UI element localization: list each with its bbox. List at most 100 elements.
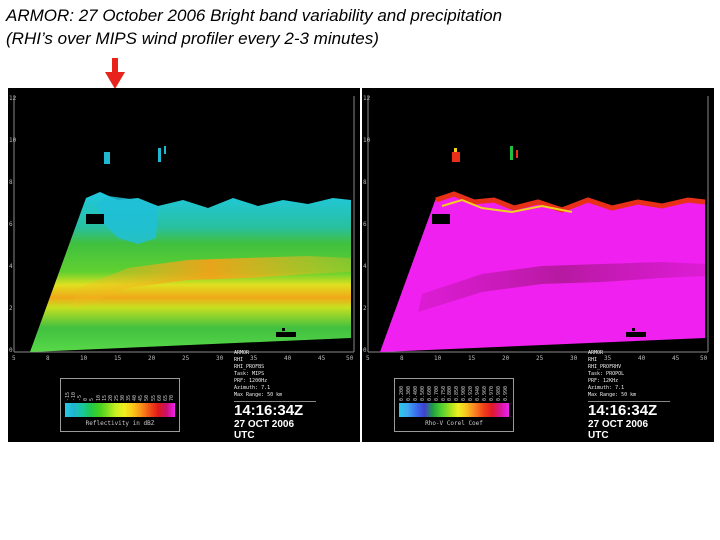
y-tick-label: 2	[363, 305, 367, 312]
y-axis-ticks: 12 10 8 6 4 2 0	[363, 95, 371, 354]
x-tick-label: 30	[570, 355, 578, 362]
x-tick-label: 5	[12, 355, 16, 362]
colorbar-label: 0.980	[495, 385, 502, 401]
info-range: Max Range: 50 km	[234, 392, 283, 398]
red-arrow-icon	[105, 58, 125, 89]
colorbar-label: 0.960	[482, 385, 489, 401]
colorbar-label: 0.900	[461, 385, 468, 401]
colorbar-label: 60	[156, 394, 163, 401]
correlation-rhi-panel: 12 10 8 6 4 2 0 5 8 10 15 20 25 30 35 40…	[362, 88, 714, 442]
bright-band-layer	[70, 256, 351, 310]
colorbar-label: 0.850	[454, 385, 461, 401]
y-tick-label: 10	[363, 137, 371, 144]
x-tick-label: 35	[604, 355, 612, 362]
y-tick-label: 0	[9, 347, 13, 354]
info-scan: RHI	[588, 357, 598, 363]
scan-time: 14:16:34Z	[234, 401, 316, 419]
y-tick-label: 4	[363, 263, 367, 270]
info-task: Task: PROPOL	[588, 371, 625, 377]
info-prf: PRF: 1200Hz	[234, 378, 268, 384]
y-tick-label: 10	[9, 137, 17, 144]
colorbar-label: 0.300	[405, 385, 412, 401]
x-tick-label: 15	[468, 355, 476, 362]
scan-date: 27 OCT 2006 UTC	[234, 419, 295, 441]
x-tick-label: 15	[114, 355, 122, 362]
reflectivity-rhi-plot: 12 10 8 6 4 2 0 5 8 10 15 20 25 30 35 40…	[9, 95, 355, 362]
colorbar-label: 0.700	[433, 385, 440, 401]
colorbar-gradient	[65, 403, 175, 417]
x-tick-label: 8	[46, 355, 50, 362]
info-mode: RHI_PROFRHV	[588, 364, 622, 370]
colorbar-caption: Rho-V Corel Coef	[425, 420, 483, 427]
info-range: Max Range: 50 km	[588, 392, 637, 398]
x-tick-label: 45	[318, 355, 326, 362]
info-azimuth: Azimuth: 7.1	[588, 385, 625, 391]
colorbar-label: 0.400	[412, 385, 419, 401]
colorbar-caption: Reflectivity in dBZ	[85, 420, 155, 427]
y-tick-label: 8	[9, 179, 13, 186]
x-tick-label: 5	[366, 355, 370, 362]
cloud-top-feature	[96, 196, 158, 244]
y-tick-label: 8	[363, 179, 367, 186]
x-tick-label: 30	[216, 355, 224, 362]
colorbar-label: 0.940	[475, 385, 482, 401]
x-axis-ticks: 5 8 10 15 20 25 30 35 40 45 50	[366, 355, 708, 362]
colorbar-label: 50	[144, 394, 151, 401]
reflectivity-colorbar: -15 -10 -5 0 5 10 15 20 25 30 35 40 45 5…	[60, 378, 180, 432]
colorbar-labels: -15 -10 -5 0 5 10 15 20 25 30 35 40 45 5…	[65, 381, 175, 401]
colorbar-label: 25	[113, 394, 120, 401]
info-scan: RHI	[234, 357, 244, 363]
info-azimuth: Azimuth: 7.1	[234, 385, 271, 391]
bright-band-layer	[418, 262, 705, 312]
colorbar-label: 65	[162, 394, 169, 401]
colorbar-label: 55	[150, 394, 157, 401]
y-tick-label: 12	[363, 95, 371, 102]
x-tick-label: 8	[400, 355, 404, 362]
y-tick-label: 2	[9, 305, 13, 312]
x-tick-label: 10	[80, 355, 88, 362]
y-tick-label: 6	[9, 221, 13, 228]
x-tick-label: 35	[250, 355, 258, 362]
profiler-marker	[276, 332, 296, 337]
y-tick-label: 0	[363, 347, 367, 354]
info-task: Task: MIPS	[234, 371, 265, 377]
title-line-1: ARMOR: 27 October 2006 Bright band varia…	[6, 6, 503, 25]
scan-info-box: ARMOR RHI RHI_PROFBS Task: MIPS PRF: 120…	[234, 350, 316, 441]
info-radar: ARMOR	[588, 350, 604, 356]
x-tick-label: 20	[148, 355, 156, 362]
colorbar-label: 0.500	[419, 385, 426, 401]
profiler-marker	[626, 332, 646, 337]
y-tick-label: 4	[9, 263, 13, 270]
colorbar-label: 0.750	[440, 385, 447, 401]
correlation-rhi-plot: 12 10 8 6 4 2 0 5 8 10 15 20 25 30 35 40…	[363, 95, 709, 362]
slide-title: ARMOR: 27 October 2006 Bright band varia…	[6, 4, 706, 50]
x-tick-label: 45	[672, 355, 680, 362]
x-axis-ticks: 5 8 10 15 20 25 30 35 40 45 50	[12, 355, 354, 362]
x-tick-label: 10	[434, 355, 442, 362]
reflectivity-rhi-panel: 12 10 8 6 4 2 0 5 8 10 15 20 25 30 35 40…	[8, 88, 360, 442]
scan-date: 27 OCT 2006 UTC	[588, 419, 649, 441]
colorbar-label: 0.800	[447, 385, 454, 401]
colorbar-labels: 0.200 0.300 0.400 0.500 0.600 0.700 0.75…	[399, 381, 509, 401]
colorbar-label: 15	[101, 394, 108, 401]
colorbar-gradient	[399, 403, 509, 417]
y-tick-label: 6	[363, 221, 367, 228]
x-tick-label: 40	[284, 355, 292, 362]
colorbar-label: 0.990	[502, 385, 509, 401]
y-axis-ticks: 12 10 8 6 4 2 0	[9, 95, 17, 354]
echo-hole	[86, 214, 104, 224]
info-mode: RHI_PROFBS	[234, 364, 265, 370]
colorbar-label: 0.970	[488, 385, 495, 401]
info-radar: ARMOR	[234, 350, 250, 356]
colorbar-label: 20	[107, 394, 114, 401]
x-tick-label: 50	[700, 355, 708, 362]
colorbar-label: 10	[95, 394, 102, 401]
x-tick-label: 50	[346, 355, 354, 362]
colorbar-label: 70	[168, 394, 175, 401]
y-tick-label: 12	[9, 95, 17, 102]
scan-time: 14:16:34Z	[588, 401, 670, 419]
colorbar-label: 5	[89, 397, 96, 401]
info-prf: PRF: 12KHz	[588, 378, 619, 384]
colorbar-label: 0.200	[399, 385, 405, 401]
correlation-colorbar: 0.200 0.300 0.400 0.500 0.600 0.700 0.75…	[394, 378, 514, 432]
